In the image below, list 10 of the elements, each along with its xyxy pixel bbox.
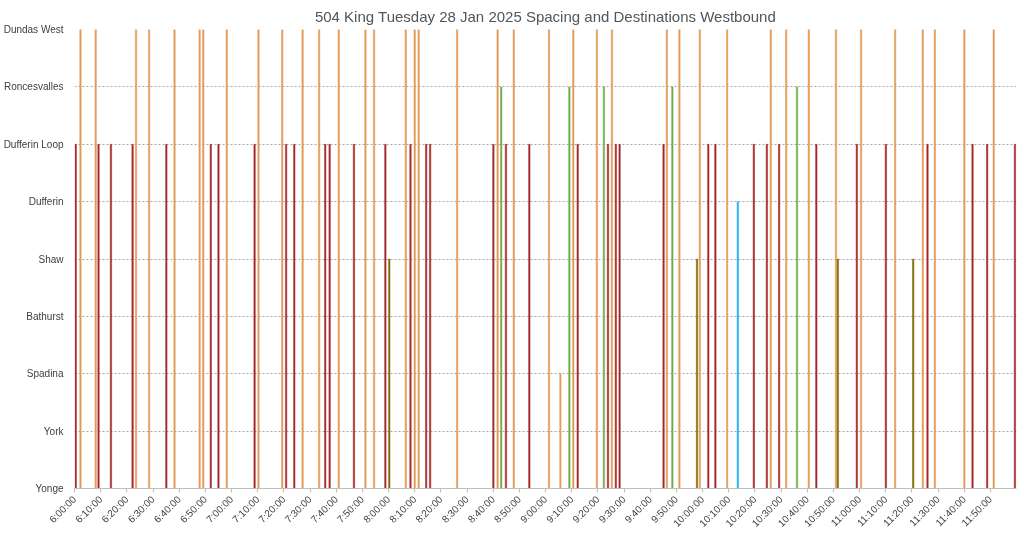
text: Dundas West	[3, 24, 64, 35]
text: Dufferin Loop	[3, 138, 64, 150]
text: Dufferin	[28, 196, 64, 208]
text: Yonge	[35, 483, 64, 494]
text: Roncesvalles	[4, 81, 64, 93]
chart-title: 504 King Tuesday 28 Jan 2025 Spacing and Destinations Westbound	[314, 7, 776, 25]
text: Shaw	[38, 253, 65, 265]
text: Spadina	[26, 368, 64, 380]
text: York	[43, 425, 65, 437]
text: Bathurst	[26, 310, 64, 322]
